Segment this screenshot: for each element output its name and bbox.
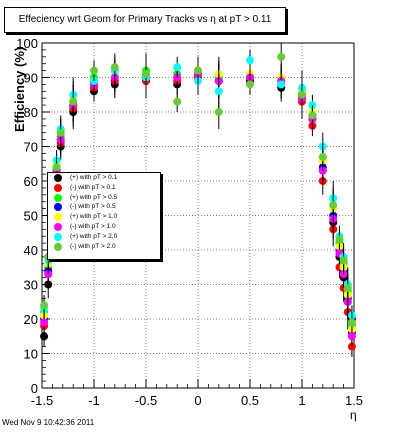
legend-marker-icon [54,183,62,192]
y-tick-label: 100 [16,36,38,51]
data-point [335,235,344,244]
data-point [318,152,327,161]
x-axis-label: η [350,408,357,422]
x-tick-label: 1.5 [345,393,363,408]
x-tick-label: 1 [298,393,305,408]
data-point [40,301,49,310]
data-point [142,70,150,79]
data-point [339,256,348,265]
legend-item: (+) with pT > 0.5 [48,193,160,203]
y-tick-label: 50 [24,209,38,224]
x-tick-label: 0.5 [241,393,259,408]
legend-marker-icon [54,222,62,231]
data-point [194,66,202,75]
legend-item: (-) with pT > 2.0 [48,242,160,252]
y-tick-label: 60 [24,174,38,189]
legend-marker-icon [54,193,62,202]
data-point [343,283,352,292]
y-tick-label: 0 [31,381,38,396]
y-tick-label: 80 [24,105,38,120]
data-point [277,80,286,89]
data-point [90,66,98,75]
legend-label: (-) with pT > 2.0 [70,242,116,250]
legend: (+) with pT > 0.1 (-) with pT > 0.1 (+) … [47,172,161,260]
legend-marker-icon [54,232,62,241]
data-point [246,80,254,89]
y-tick-label: 30 [24,278,38,293]
legend-item: (-) with pT > 0.1 [48,183,160,193]
data-point [173,63,182,72]
tick-labels: 0 10 20 30 40 50 60 70 80 90 100 -1.5 -1 -0.5 0 0.5 1 1.5 [16,36,363,408]
y-tick-label: 10 [24,347,38,362]
y-axis-label: Efficiency (%) [12,46,27,132]
data-point [214,108,223,116]
legend-label: (-) with pT > 1.0 [70,222,116,230]
legend-label: (+) with pT > 0.5 [70,193,118,201]
x-tick-label: 0 [194,393,201,408]
data-point [246,56,254,65]
data-point [214,87,223,96]
x-tick-label: -0.5 [135,393,157,408]
y-tick-label: 70 [24,140,38,155]
data-point [56,128,65,137]
legend-label: (-) with pT > 0.5 [70,203,116,211]
legend-item: (-) with pT > 1.0 [48,222,160,232]
y-tick-label: 20 [24,312,38,327]
legend-item: (+) with pT > 2.0 [48,232,160,242]
y-tick-label: 90 [24,71,38,86]
legend-label: (+) with pT > 1.0 [70,213,118,221]
legend-label: (+) with pT > 2.0 [70,232,118,240]
legend-marker-icon [54,203,62,212]
legend-marker-icon [54,242,62,251]
data-point [329,201,338,210]
data-point [40,318,49,327]
timestamp: Wed Nov 9 10:42:36 2011 [2,418,95,427]
data-point [308,111,317,120]
data-point [277,52,286,61]
chart-title: Effeciency wrt Geom for Primary Tracks v… [4,7,286,33]
legend-label: (-) with pT > 0.1 [70,183,116,191]
data-point [52,163,61,172]
legend-item: (-) with pT > 0.5 [48,202,160,212]
legend-item: (+) with pT > 1.0 [48,212,160,222]
data-point [347,332,356,341]
data-point [173,97,182,106]
x-tick-label: -1 [88,393,100,408]
data-point [298,90,306,99]
legend-marker-icon [54,174,62,182]
legend-item: (+) with pT > 0.1 [48,173,160,183]
data-point [347,318,356,327]
legend-marker-icon [54,213,62,222]
legend-label: (+) with pT > 0.1 [70,174,118,181]
x-tick-label: -1.5 [31,393,53,408]
data-point [110,63,119,72]
y-tick-label: 40 [24,243,38,258]
data-point [69,97,78,106]
